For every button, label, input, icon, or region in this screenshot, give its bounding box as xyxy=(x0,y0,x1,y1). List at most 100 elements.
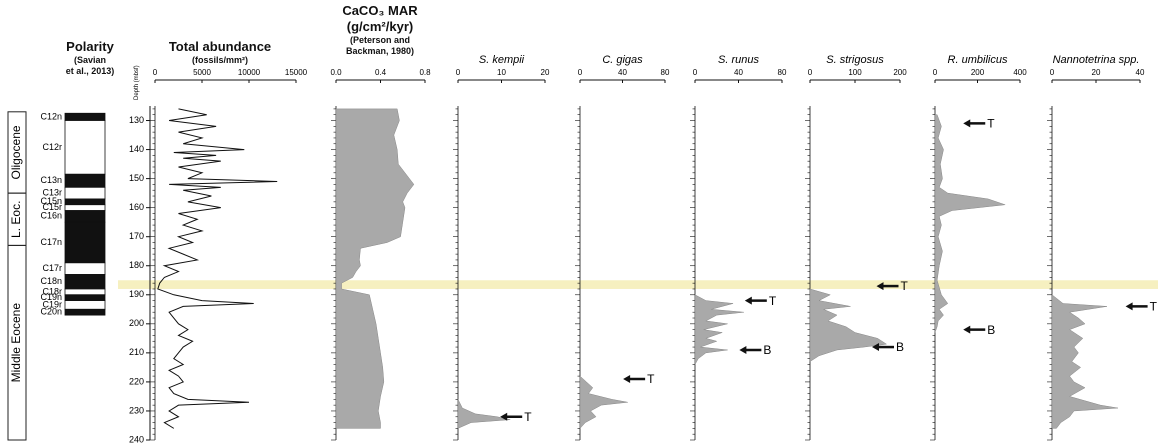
caco3-unit: (g/cm²/kyr) xyxy=(346,19,414,34)
polarity-title: Polarity xyxy=(66,39,114,54)
x-tick-label: 0 xyxy=(808,68,813,77)
polarity-chron xyxy=(64,210,106,223)
panel-title: S. runus xyxy=(718,54,759,66)
marker-label: T xyxy=(987,117,995,131)
x-tick-label: 40 xyxy=(734,68,743,77)
epoch-box xyxy=(7,244,27,441)
chron-label: C20n xyxy=(40,307,62,317)
marker-label: T xyxy=(769,294,777,308)
chron-label: C16n xyxy=(40,211,62,221)
chron-label: C13n xyxy=(40,175,62,185)
marker-arrow-head xyxy=(872,343,879,352)
x-tick-label: 0 xyxy=(693,68,698,77)
depth-tick-label: 170 xyxy=(129,231,144,241)
chron-label: C17n xyxy=(40,237,62,247)
polarity-source-line1: (Savian xyxy=(73,55,106,65)
panel-title: R. umbilicus xyxy=(948,54,1008,66)
series-area xyxy=(809,288,888,363)
total-abundance-title: Total abundance xyxy=(168,39,272,54)
chron-label: C15r xyxy=(42,202,62,212)
polarity-chron xyxy=(64,221,106,264)
marker-arrow-head xyxy=(500,412,508,421)
marker-arrow-head xyxy=(739,345,747,354)
chron-label: C18r xyxy=(42,286,62,296)
series-area xyxy=(579,375,628,430)
x-tick-label: 5000 xyxy=(193,68,211,77)
marker-arrow-head xyxy=(623,375,631,384)
x-tick-label: 80 xyxy=(661,68,670,77)
panel-title: Nannotetrina spp. xyxy=(1053,54,1140,66)
chron-label: C17r xyxy=(42,263,62,273)
caco3-source-line1: (Peterson and xyxy=(349,35,410,45)
highlight-band xyxy=(118,280,1158,289)
polarity-chron xyxy=(64,120,106,175)
marker-arrow-head xyxy=(744,296,752,305)
chron-label: C15n xyxy=(40,196,62,206)
marker-label: B xyxy=(896,340,904,354)
chron-label: C12n xyxy=(40,111,62,121)
x-tick-label: 10 xyxy=(497,68,506,77)
chron-label: C19n xyxy=(40,292,62,302)
chron-label: C13r xyxy=(42,188,62,198)
depth-tick-label: 130 xyxy=(129,115,144,125)
polarity-chron xyxy=(64,186,106,200)
series-area xyxy=(335,108,415,429)
caco3-title: CaCO₃ MAR xyxy=(342,3,418,18)
marker-label: B xyxy=(987,323,995,337)
polarity-source-line2: et al., 2013) xyxy=(65,66,115,76)
depth-tick-label: 190 xyxy=(129,289,144,299)
epoch-label: Oligocene xyxy=(9,125,23,179)
polarity-chron xyxy=(64,204,106,211)
depth-tick-label: 240 xyxy=(129,434,144,444)
depth-tick-label: 230 xyxy=(129,405,144,415)
marker-label: B xyxy=(763,343,771,357)
x-tick-label: 0 xyxy=(578,68,583,77)
epoch-label: Middle Eocene xyxy=(9,303,23,383)
depth-tick-label: 210 xyxy=(129,347,144,357)
polarity-chron xyxy=(64,262,106,275)
x-tick-label: 0 xyxy=(933,68,938,77)
total-abundance-unit: (fossils/mm²) xyxy=(191,55,248,65)
series-area xyxy=(1051,294,1119,429)
panel-title: S. kempii xyxy=(479,54,525,66)
epoch-label: L. Eoc. xyxy=(9,201,23,238)
x-tick-label: 200 xyxy=(971,68,985,77)
series-area xyxy=(457,399,511,429)
marker-label: T xyxy=(524,410,532,424)
polarity-chron xyxy=(64,274,106,290)
depth-tick-label: 160 xyxy=(129,202,144,212)
marker-arrow-head xyxy=(876,282,884,291)
marker-arrow-head xyxy=(963,325,971,334)
x-tick-label: 0 xyxy=(1050,68,1055,77)
x-tick-label: 80 xyxy=(778,68,787,77)
chron-label: C18n xyxy=(40,276,62,286)
depth-tick-label: 180 xyxy=(129,260,144,270)
series-area xyxy=(934,114,1006,333)
x-tick-label: 0 xyxy=(456,68,461,77)
total-abundance-line xyxy=(157,108,278,429)
x-tick-label: 20 xyxy=(541,68,550,77)
x-tick-label: 20 xyxy=(1092,68,1101,77)
marker-label: T xyxy=(901,279,909,293)
chron-label: C12r xyxy=(42,142,62,152)
x-tick-label: 200 xyxy=(893,68,907,77)
polarity-chron xyxy=(64,288,106,296)
marker-label: T xyxy=(1150,300,1158,314)
polarity-chron xyxy=(64,294,106,301)
marker-arrow-head xyxy=(1125,302,1133,311)
caco3-source-line2: Backman, 1980) xyxy=(345,46,415,56)
series-area xyxy=(694,294,744,366)
panel-title: S. strigosus xyxy=(826,54,884,66)
depth-tick-label: 200 xyxy=(129,318,144,328)
x-tick-label: 100 xyxy=(848,68,862,77)
depth-tick-label: 220 xyxy=(129,376,144,386)
x-tick-label: 0.8 xyxy=(419,68,431,77)
depth-tick-label: 140 xyxy=(129,144,144,154)
polarity-chron xyxy=(64,198,106,206)
polarity-chron xyxy=(64,173,106,188)
marker-label: T xyxy=(647,372,655,386)
x-tick-label: 40 xyxy=(618,68,627,77)
x-tick-label: 0.4 xyxy=(375,68,387,77)
